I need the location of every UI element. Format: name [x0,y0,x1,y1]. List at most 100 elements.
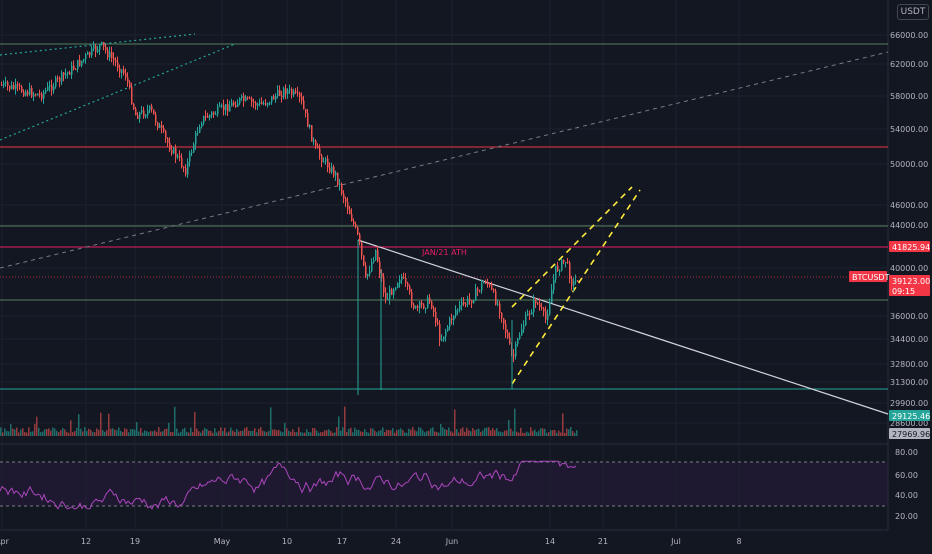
time-tick-label: 21 [598,537,608,546]
price-pane[interactable] [0,0,888,438]
price-tag-label: 09:15 [892,287,915,296]
candle-body [235,104,237,107]
price-tick-label: 62000.00 [890,60,928,69]
volume-bar [270,407,272,436]
candle-body [203,115,205,124]
price-tag-label: 41825.94 [892,243,930,252]
candle-body [117,62,119,69]
candle-body [219,105,221,107]
rsi-line[interactable] [0,460,577,510]
price-tag [889,241,930,252]
rsi-tick-label: 20.00 [895,512,918,521]
volume-bar [198,431,200,436]
wedge-lower-line[interactable] [511,189,641,385]
volume-bar [516,431,518,436]
candle-body [177,155,179,158]
volume-bar [256,432,258,436]
candle-body [527,313,529,316]
volume-bar [398,429,400,436]
candle-body [161,125,163,129]
volume-bar [510,428,512,436]
volume-bar [312,427,314,436]
volume-bar [74,431,76,436]
price-axis[interactable]: 66000.00 62000.00 58000.00 54000.00 50000.00… [890,31,928,521]
candle-body [459,305,461,310]
volume-bar [50,430,52,436]
candle-body [525,315,527,326]
volume-bar [330,430,332,436]
time-axis[interactable]: Apr 12 19 May 10 17 24 Jun 14 21 Jul 8 [0,537,742,546]
currency-button[interactable]: USDT [897,4,929,20]
candle-body [469,298,471,301]
candle-body [501,312,503,319]
price-tick-label: 54000.00 [890,125,928,134]
volume-bar [104,431,106,436]
candle-body [79,59,81,66]
volume-bar [334,432,336,436]
volume-bar [548,432,550,436]
candle-body [277,89,279,96]
channel-lower-line[interactable] [0,43,236,141]
volume-bar [4,428,6,436]
candle-body [441,339,443,341]
candle-body [273,96,275,100]
volume-bar [24,432,26,436]
volume-bar [384,432,386,436]
candle-body [463,301,465,304]
candle-body [193,144,195,153]
volume-bar [336,427,338,436]
candle-body [125,73,127,78]
candle-body [37,93,39,96]
volume-bar [518,432,520,436]
candle-body [293,91,295,95]
candle-body [417,306,419,308]
candle-body [29,88,31,95]
volume-bar [356,429,358,436]
volume-bar [280,431,282,436]
candle-body [279,89,281,96]
volume-bar [228,431,230,436]
volume-bar [154,430,156,436]
candle-body [173,147,175,154]
candle-body [271,96,273,103]
volume-bar [534,429,536,436]
volume-bar [64,429,66,436]
time-tick-label: Apr [0,537,10,546]
volume-bar [22,428,24,436]
candle-body [275,95,277,100]
volume-bar [118,427,120,436]
candle-body [265,103,267,105]
candle-body [233,102,235,105]
time-tick-label: Jul [670,537,681,546]
volume-bar [20,429,22,436]
volume-bar [190,427,192,436]
volume-bar [386,429,388,436]
volume-bar [138,431,140,436]
long-dashed-trendline[interactable] [0,51,889,269]
volume-bar [380,430,382,436]
price-tick-label: 44000.00 [890,221,928,230]
candle-body [21,86,23,92]
time-tick-label: 24 [391,537,401,546]
candle-body [127,77,129,83]
time-tick-label: 8 [736,537,741,546]
candle-body [153,109,155,115]
candle-body [419,302,421,308]
candle-body [415,306,417,308]
candle-body [123,69,125,74]
descending-trendline[interactable] [357,239,889,415]
volume-bar [250,430,252,436]
candle-body [245,97,247,102]
volume-bar [174,406,176,436]
candle-body [493,289,495,292]
volume-bar [32,431,34,436]
candle-body [359,234,361,243]
candle-body [557,265,559,271]
candle-body [305,108,307,114]
volume-bar [134,429,136,436]
candle-body [309,125,311,128]
volume-bar [258,428,260,436]
volume-bar [300,432,302,436]
